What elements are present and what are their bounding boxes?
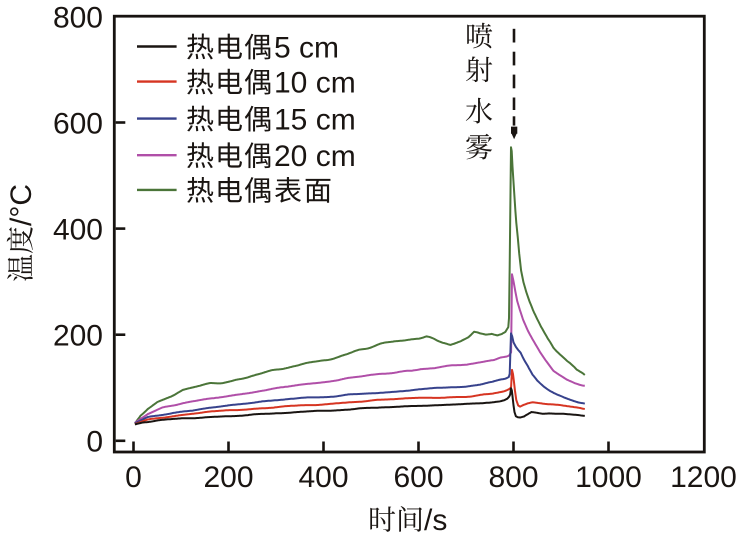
svg-text:20 cm: 20 cm	[274, 140, 356, 173]
svg-text:800: 800	[488, 461, 538, 494]
svg-text:0: 0	[86, 426, 103, 459]
svg-text:200: 200	[53, 320, 103, 353]
svg-text:/s: /s	[424, 504, 447, 537]
svg-text:200: 200	[203, 461, 253, 494]
svg-text:400: 400	[53, 214, 103, 247]
svg-text:15 cm: 15 cm	[274, 104, 356, 137]
svg-text:400: 400	[298, 461, 348, 494]
svg-text:600: 600	[393, 461, 443, 494]
svg-text:5 cm: 5 cm	[274, 31, 339, 64]
svg-text:/°C: /°C	[5, 184, 38, 226]
svg-text:800: 800	[53, 1, 103, 34]
svg-text:0: 0	[125, 461, 142, 494]
svg-text:1200: 1200	[670, 461, 737, 494]
svg-text:600: 600	[53, 107, 103, 140]
svg-text:10 cm: 10 cm	[274, 67, 356, 100]
svg-text:1000: 1000	[575, 461, 642, 494]
